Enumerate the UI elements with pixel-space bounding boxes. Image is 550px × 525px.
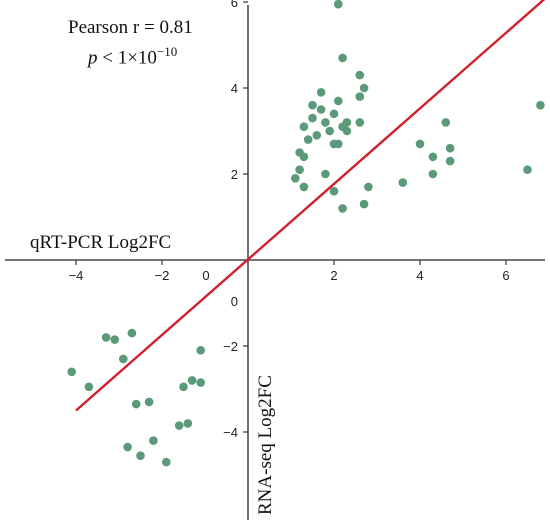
y-tick-label: 6 [231, 0, 238, 10]
data-point [398, 178, 408, 187]
data-point [303, 135, 313, 144]
p-relation: < [102, 47, 113, 69]
data-point [329, 186, 339, 196]
data-point [312, 131, 322, 140]
y-tick-label: 2 [231, 167, 238, 182]
data-point [316, 105, 326, 114]
data-point [299, 182, 309, 192]
data-point [131, 399, 141, 409]
data-point [342, 126, 352, 136]
data-point [110, 335, 119, 344]
data-point [84, 382, 94, 392]
data-point [308, 100, 317, 110]
x-axis-title: qRT-PCR Log2FC [30, 232, 171, 253]
y-tick-label: −4 [223, 425, 238, 440]
y-tick-label: 0 [231, 294, 238, 309]
data-point [355, 92, 365, 101]
y-tick-label: −2 [223, 339, 238, 354]
data-point [334, 0, 343, 9]
data-point [299, 122, 309, 131]
p-symbol: p [88, 47, 98, 69]
data-point [359, 199, 369, 209]
data-point [308, 113, 317, 123]
x-tick-label: 0 [202, 268, 209, 283]
data-point [428, 169, 438, 179]
data-point [136, 451, 145, 460]
data-point [179, 382, 188, 392]
data-point [174, 421, 184, 430]
p-value-annotation: p < 1×10−10 [88, 44, 177, 69]
pearson-annotation: Pearson r = 0.81 [68, 17, 193, 39]
data-point [359, 83, 369, 93]
data-point [127, 328, 137, 338]
data-point [321, 118, 330, 127]
data-point [162, 457, 171, 467]
data-point [144, 397, 154, 407]
p-exponent: −10 [156, 44, 178, 59]
data-point [523, 165, 532, 174]
y-axis-title: RNA-seq Log2FC [255, 375, 276, 515]
data-point [316, 88, 326, 97]
regression-line [75, 0, 546, 412]
data-point [441, 118, 451, 127]
data-point [67, 367, 76, 377]
data-point [295, 148, 304, 157]
data-point [196, 378, 205, 387]
data-point [334, 96, 343, 106]
x-tick-label: −2 [155, 268, 170, 283]
data-point [536, 100, 545, 110]
data-point [342, 118, 352, 127]
y-tick-label: 4 [231, 81, 238, 96]
data-point [183, 419, 193, 428]
data-point [428, 152, 438, 162]
x-tick-label: 2 [330, 268, 337, 283]
data-point [291, 174, 300, 183]
pearson-text: Pearson r = 0.81 [68, 17, 193, 38]
x-tick-label: −4 [69, 268, 84, 283]
data-point [355, 118, 365, 127]
data-point [445, 156, 455, 166]
x-tick-label: 4 [416, 268, 423, 283]
data-point [364, 182, 373, 192]
data-point [187, 376, 197, 385]
data-point [445, 143, 455, 153]
data-point [149, 436, 158, 445]
data-point [329, 109, 339, 119]
data-point [196, 346, 205, 355]
data-point [119, 354, 128, 364]
data-point [338, 204, 347, 213]
data-point [334, 139, 343, 149]
x-tick-label: 6 [502, 268, 509, 283]
data-point [415, 139, 425, 149]
data-point [295, 165, 304, 174]
data-point [338, 53, 347, 63]
p-value: 1×10 [117, 47, 157, 69]
data-point [325, 126, 335, 136]
data-point [321, 169, 330, 179]
data-point [123, 442, 132, 452]
data-point [101, 333, 111, 342]
data-point [355, 70, 365, 80]
